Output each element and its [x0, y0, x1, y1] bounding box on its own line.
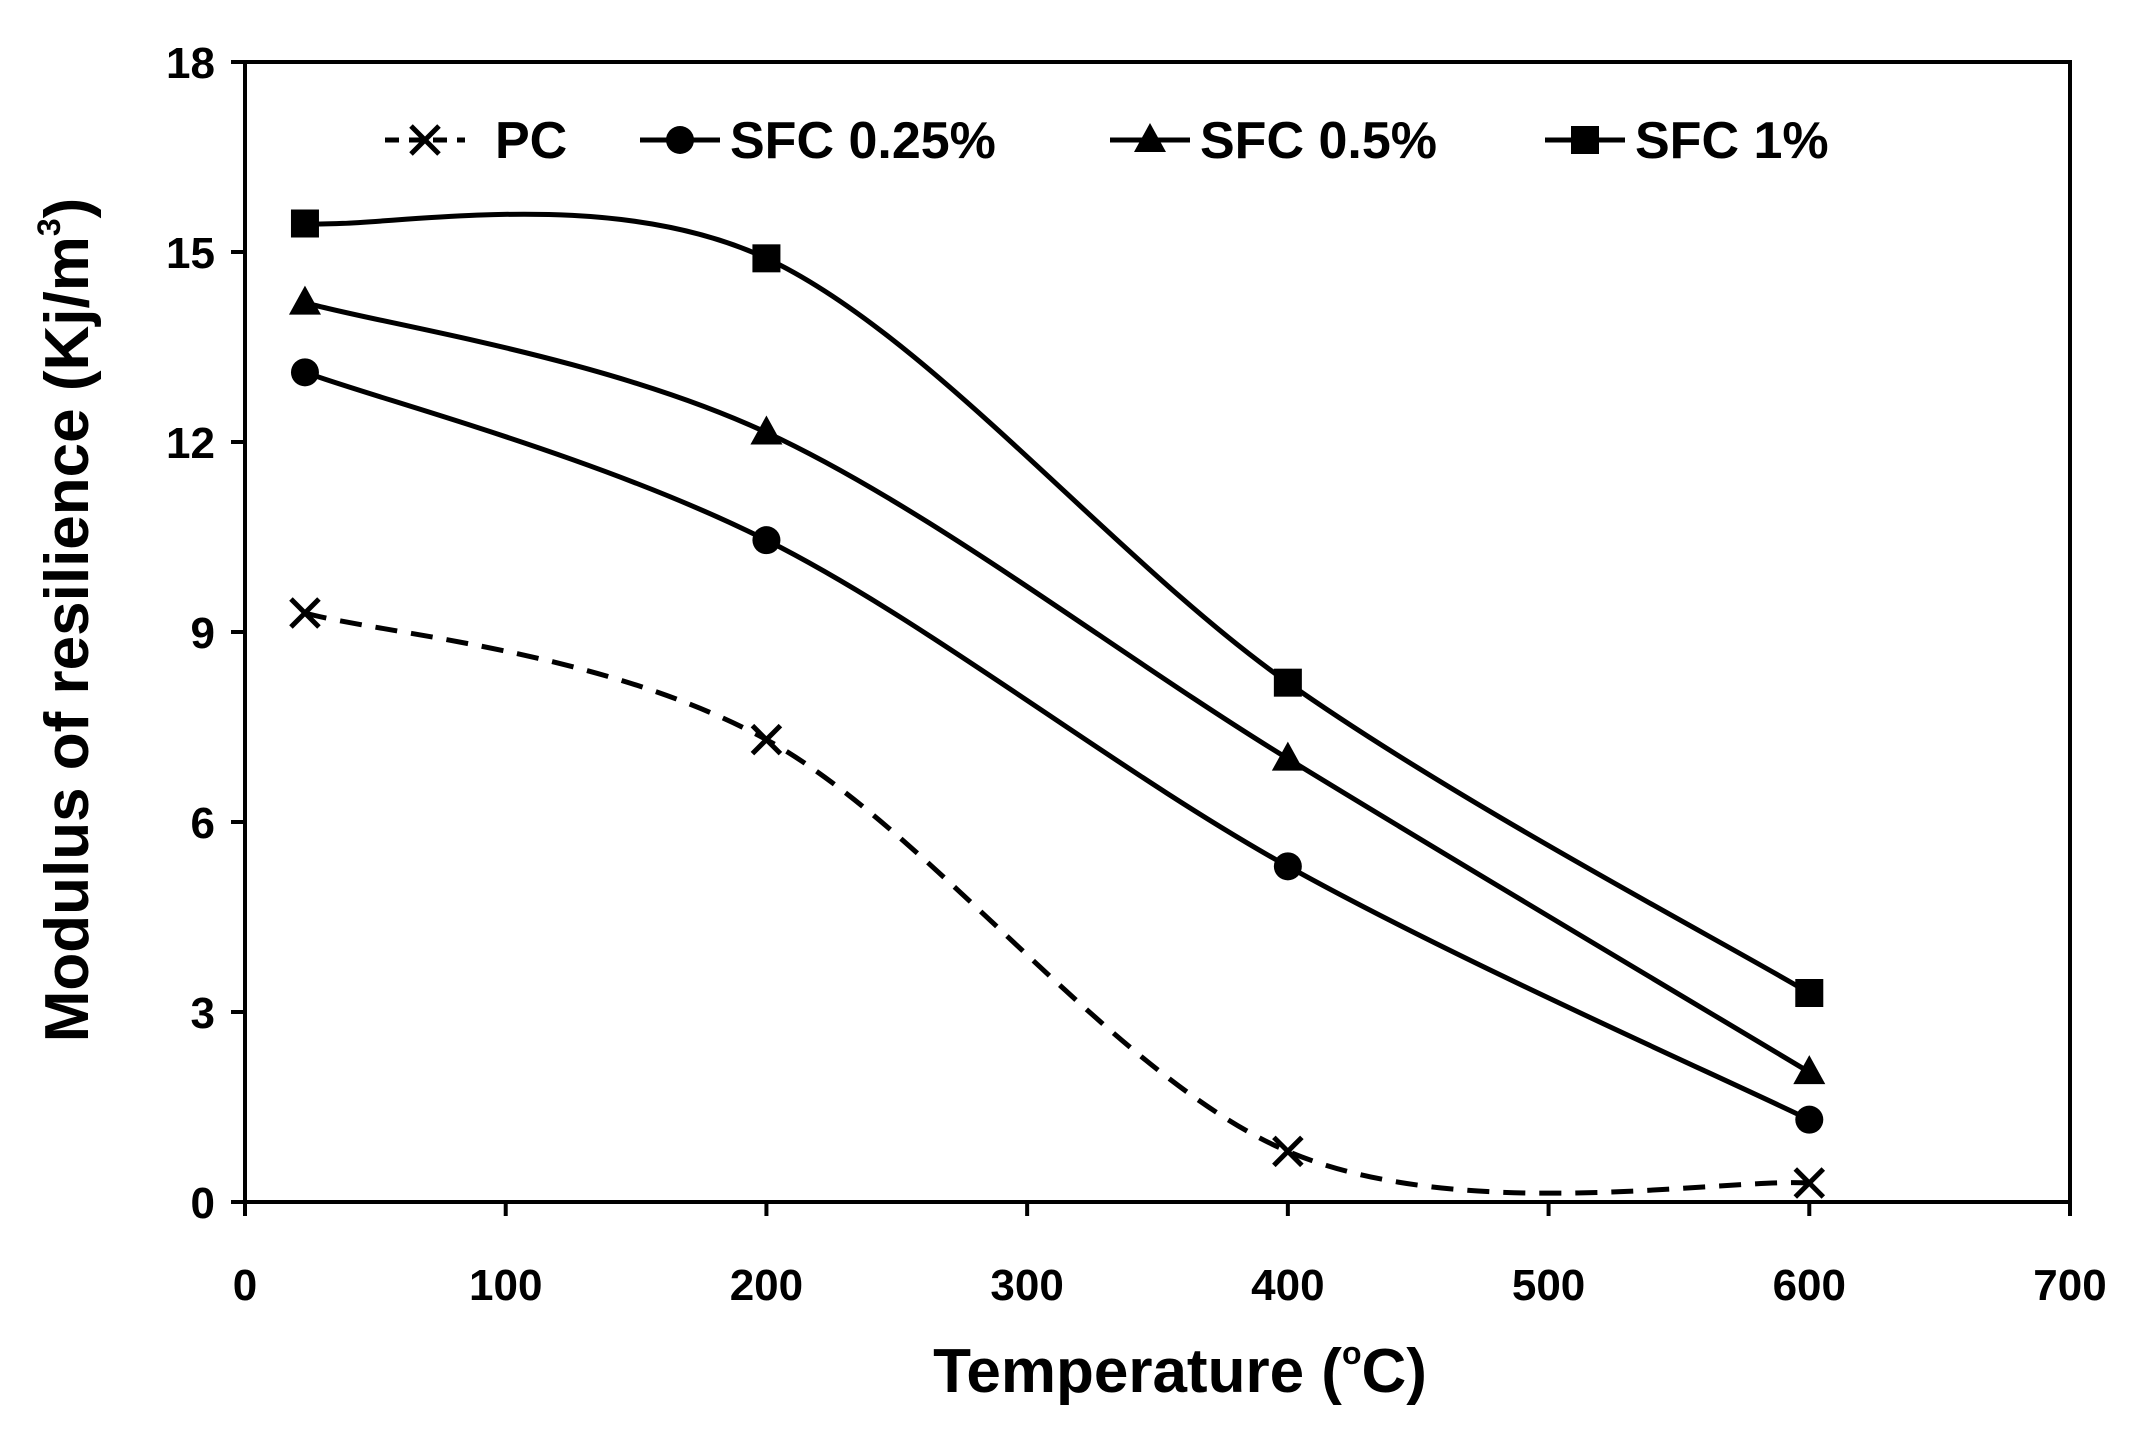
x-axis-title: Temperature (oC) — [933, 1335, 1427, 1406]
series-1-point — [1273, 852, 1302, 881]
series-2-point — [1793, 1055, 1826, 1085]
y-axis-superscript: 3 — [31, 218, 67, 236]
series-1-point — [290, 358, 319, 387]
series-0-point — [1793, 1167, 1826, 1199]
series-line-1 — [304, 369, 1811, 1122]
legend-marker-1 — [666, 126, 694, 154]
y-tick-label: 15 — [166, 229, 215, 278]
x-tick-label: 200 — [730, 1261, 803, 1310]
y-axis-title: Modulus of resilience (Kj/m3) — [31, 198, 102, 1043]
series-3-point — [752, 244, 781, 273]
x-tick-label: 300 — [990, 1261, 1063, 1310]
y-tick-label: 9 — [191, 609, 215, 658]
series-2-point — [750, 415, 783, 445]
series-line-3 — [304, 211, 1811, 996]
legend-marker-2 — [1134, 123, 1166, 152]
x-axis-title-text: Temperature ( — [933, 1337, 1342, 1406]
series-0-point — [750, 723, 783, 756]
x-tick-label: 600 — [1773, 1261, 1846, 1310]
series-2-point — [1271, 741, 1304, 771]
series-layer — [288, 209, 1826, 1199]
x-tick-label: 400 — [1251, 1261, 1324, 1310]
legend-label-0: PC — [495, 112, 567, 170]
series-0-point — [1272, 1135, 1304, 1168]
y-tick-label: 3 — [191, 989, 215, 1038]
series-line-2 — [304, 300, 1811, 1075]
y-tick-label: 0 — [191, 1179, 215, 1228]
x-tick-label: 100 — [469, 1261, 542, 1310]
series-3-point — [1273, 668, 1302, 697]
legend: PC SFC 0.25% SFC 0.5% SFC 1% — [385, 112, 1829, 170]
y-axis-title-close: ) — [33, 198, 102, 219]
legend-marker-0 — [409, 124, 441, 156]
x-axis-degree-symbol: o — [1342, 1335, 1362, 1371]
y-tick-label: 12 — [166, 419, 215, 468]
x-tick-label: 0 — [233, 1261, 257, 1310]
x-tick-label: 700 — [2033, 1261, 2106, 1310]
axes: 0 100 200 300 400 500 600 700 0 3 6 9 12 15 18 — [166, 39, 2107, 1310]
legend-marker-3 — [1571, 126, 1599, 154]
series-line-0 — [304, 610, 1810, 1196]
legend-label-2: SFC 0.5% — [1200, 112, 1437, 170]
y-axis-title-text: Modulus of resilience (Kj/m — [33, 236, 102, 1042]
series-3-point — [1795, 979, 1824, 1007]
series-2-point — [288, 285, 321, 315]
y-tick-label: 18 — [166, 39, 215, 88]
x-axis-title-unit: C) — [1361, 1337, 1426, 1406]
y-tick-label: 6 — [191, 799, 215, 848]
series-1-point — [1795, 1105, 1824, 1134]
series-0-point — [289, 597, 321, 629]
legend-label-1: SFC 0.25% — [730, 112, 996, 170]
plot-area-frame — [243, 60, 2072, 1204]
series-1-point — [752, 526, 781, 555]
x-tick-label: 500 — [1512, 1261, 1585, 1310]
legend-label-3: SFC 1% — [1635, 112, 1829, 170]
series-3-point — [290, 209, 319, 238]
